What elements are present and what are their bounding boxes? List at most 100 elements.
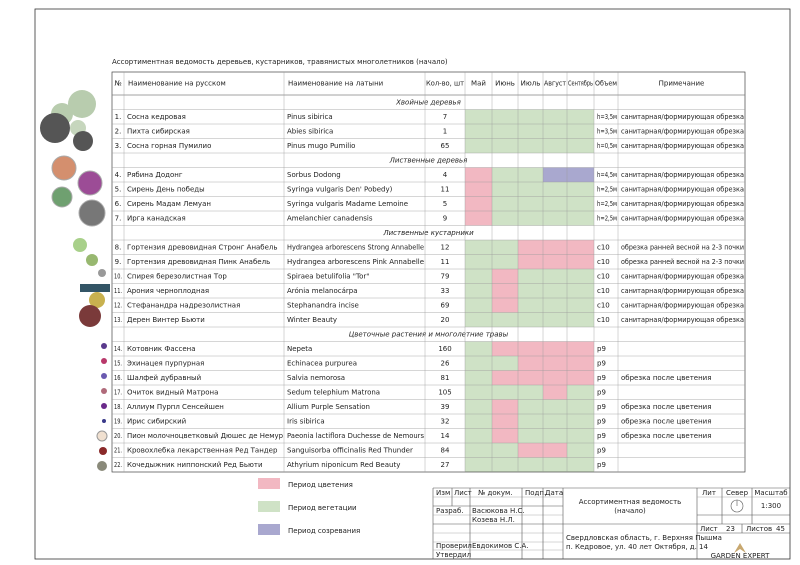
period-cell (567, 240, 594, 255)
cell-num: 21. (114, 446, 122, 454)
period-cell (518, 312, 543, 327)
cell-note: обрезка после цветения (621, 432, 711, 440)
period-cell (492, 428, 518, 443)
cell-volume: h=3,5м (597, 127, 617, 135)
column-header: № (114, 80, 121, 88)
cell-lat: Abies sibirica (287, 127, 333, 135)
cell-qty: 5 (443, 200, 447, 208)
legend-label: Период цветения (288, 481, 353, 489)
cell-qty: 7 (443, 113, 447, 121)
legend: Период цветения Период вегетации Период со… (258, 478, 360, 535)
period-cell (518, 196, 543, 211)
cell-lat: Pinus sibirica (287, 113, 333, 121)
cell-lat: Salvia nemorosa (287, 374, 345, 382)
period-cell (518, 167, 543, 182)
cell-num: 16. (114, 374, 122, 382)
period-cell (518, 414, 543, 429)
cell-volume: p9 (597, 432, 606, 440)
period-cell (567, 211, 594, 226)
period-cell (518, 428, 543, 443)
cell-lat: Paeonia lactiflora Duchesse de Nemours (287, 432, 424, 440)
section-title: Лиственные кустарники (382, 229, 474, 237)
period-cell (492, 196, 518, 211)
column-header: Август (544, 80, 566, 88)
period-cell (465, 341, 492, 356)
cell-volume: p9 (597, 446, 606, 454)
period-cell (465, 182, 492, 197)
cell-lat: Hydrangea arborescens Strong Annabelle (287, 243, 424, 251)
period-cell (567, 385, 594, 400)
period-cell (518, 399, 543, 414)
stamp-sheets-label: Листов (746, 525, 772, 533)
period-cell (567, 109, 594, 124)
period-cell (492, 240, 518, 255)
cell-qty: 20 (441, 316, 450, 324)
period-cell (465, 312, 492, 327)
period-cell (543, 167, 567, 182)
period-cell (492, 312, 518, 327)
period-cell (567, 457, 594, 472)
stamp-header: Дата (545, 489, 563, 497)
period-cell (492, 109, 518, 124)
cell-lat: Sedum telephium Matrona (287, 388, 380, 396)
period-cell (465, 370, 492, 385)
cell-volume: p9 (597, 417, 606, 425)
cell-num: 9. (115, 258, 122, 266)
cell-volume: p9 (597, 359, 606, 367)
period-cell (518, 443, 543, 458)
stamp-header: № докум. (478, 489, 513, 497)
cell-ru: Сирень День победы (127, 185, 205, 193)
period-cell (465, 254, 492, 269)
cell-note: санитарная/формирующая обрезка (621, 214, 744, 222)
cell-note: санитарная/формирующая обрезка (621, 127, 744, 135)
cell-ru: Ирга канадская (127, 214, 186, 222)
cell-num: 19. (114, 417, 122, 425)
section-title: Цветочные растения и многолетние травы (349, 330, 509, 338)
cell-qty: 65 (441, 142, 450, 150)
stamp-scale-label: Масштаб (754, 489, 787, 497)
stamp-person: Козева Н.Л. (472, 516, 515, 524)
period-cell (567, 182, 594, 197)
period-cell (492, 124, 518, 139)
period-cell (518, 211, 543, 226)
cell-volume: h=2,5м (597, 214, 617, 222)
period-cell (465, 167, 492, 182)
period-cell (543, 182, 567, 197)
column-header: Кол-во, шт (426, 80, 464, 88)
period-cell (518, 269, 543, 284)
cell-num: 8. (115, 243, 122, 251)
period-cell (465, 443, 492, 458)
cell-qty: 11 (441, 258, 450, 266)
stamp-title: (начало) (614, 507, 646, 515)
cell-note: санитарная/формирующая обрезка (621, 171, 744, 179)
stamp-header: Лист (454, 489, 472, 497)
cell-num: 11. (114, 287, 122, 295)
period-cell (567, 196, 594, 211)
cell-qty: 9 (443, 214, 447, 222)
period-cell (465, 124, 492, 139)
cell-note: санитарная/формирующая обрезка (621, 272, 744, 280)
cell-qty: 69 (441, 301, 450, 309)
period-cell (492, 370, 518, 385)
period-cell (567, 298, 594, 313)
cell-volume: c10 (597, 258, 610, 266)
legend-label: Период вегетации (288, 504, 357, 512)
period-cell (543, 196, 567, 211)
frame (34, 8, 791, 560)
period-cell (518, 124, 543, 139)
period-cell (518, 385, 543, 400)
cell-volume: h=4,5м (597, 171, 617, 179)
cell-ru: Арония черноплодная (127, 287, 209, 295)
period-cell (567, 370, 594, 385)
cell-num: 18. (114, 403, 122, 411)
cell-ru: Сирень Мадам Лемуан (127, 200, 211, 208)
cell-qty: 32 (441, 417, 450, 425)
cell-num: 15. (114, 359, 122, 367)
cell-lat: Nepeta (287, 345, 312, 353)
period-cell (543, 443, 567, 458)
cell-lat: Syringa vulgaris Den' Pobedy) (287, 185, 393, 193)
plant-symbols (40, 90, 110, 471)
cell-qty: 39 (441, 403, 450, 411)
